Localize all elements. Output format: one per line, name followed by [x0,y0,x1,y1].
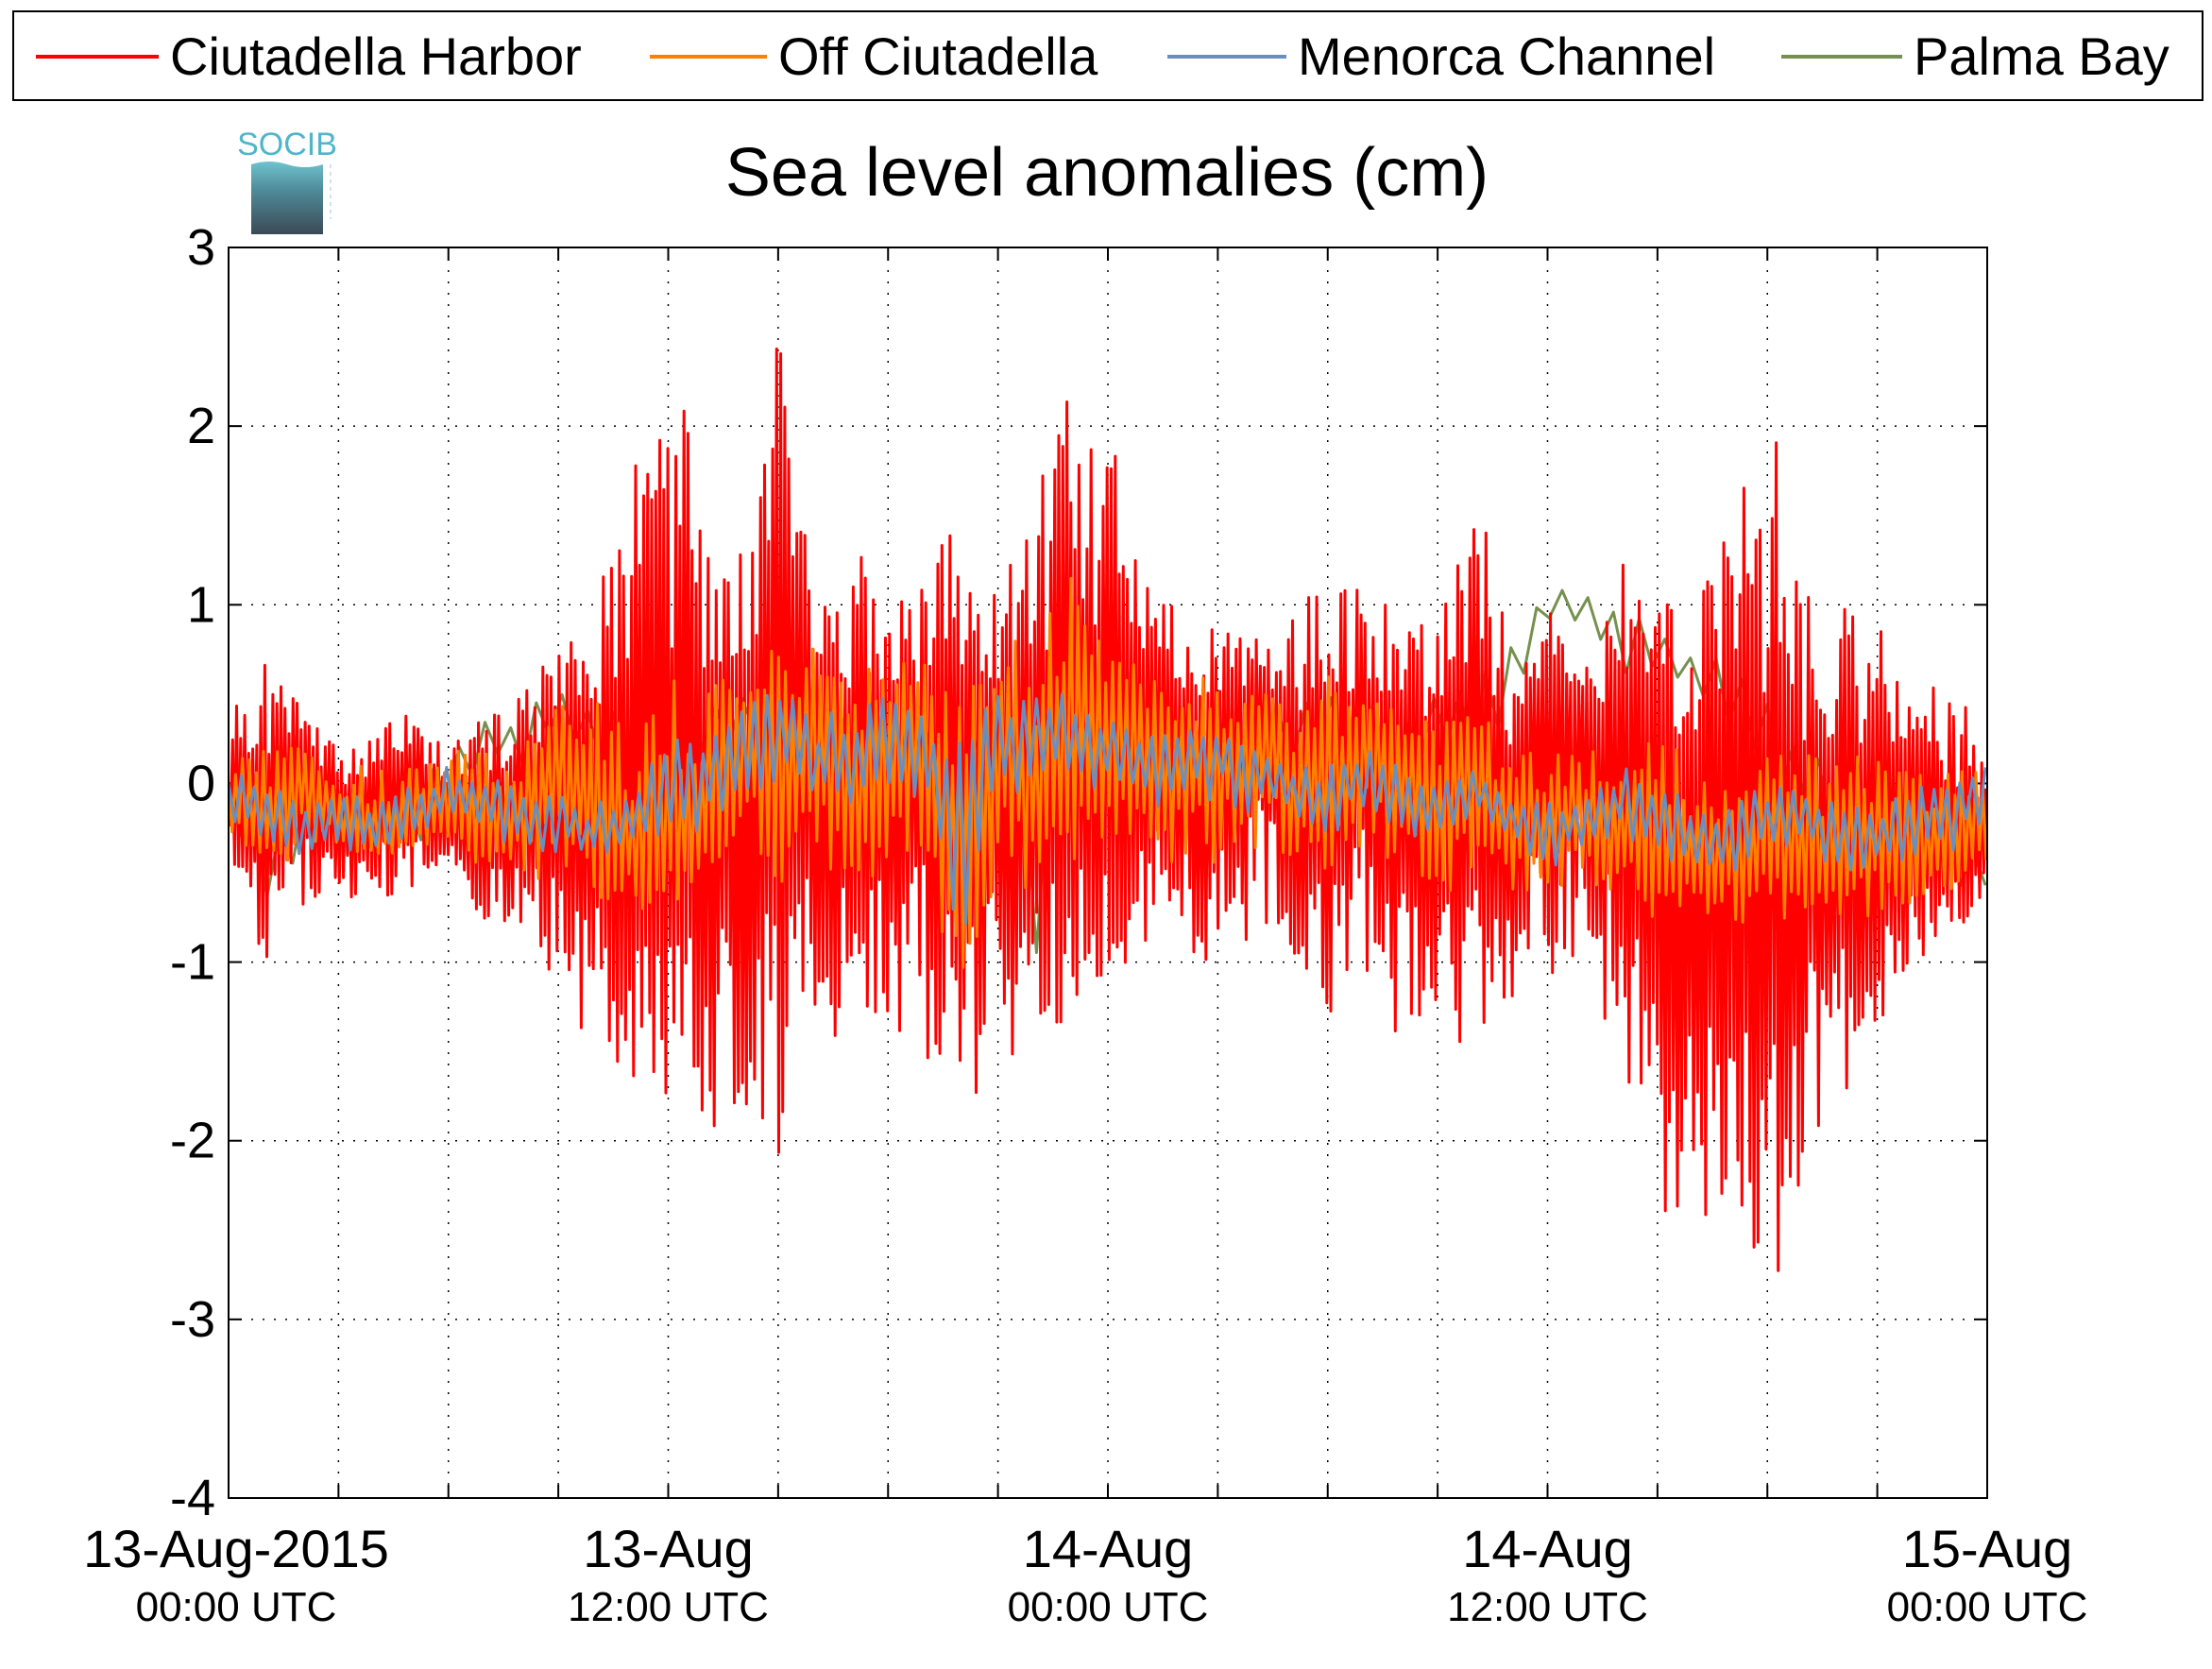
x-tick-label-date: 14-Aug [1462,1519,1633,1578]
x-tick-label-time: 00:00 UTC [1887,1584,2088,1630]
y-tick-label: 0 [187,755,215,811]
legend-item-menorca-channel: Menorca Channel [1167,26,1715,86]
x-tick-label-date: 14-Aug [1023,1519,1194,1578]
y-tick-label: -3 [170,1291,215,1348]
legend-label-off-ciutadella: Off Ciutadella [778,26,1098,86]
x-tick-label-time: 00:00 UTC [136,1584,337,1630]
socib-logo-text: SOCIB [237,127,337,162]
legend-item-ciutadella-harbor: Ciutadella Harbor [36,26,582,86]
x-tick-label-time: 12:00 UTC [1447,1584,1648,1630]
legend-item-off-ciutadella: Off Ciutadella [650,26,1098,86]
series-line-off-ciutadella [229,576,1987,969]
y-tick-label: 2 [187,398,215,454]
plot-frame [228,247,1988,1499]
y-tick-label: -4 [170,1470,215,1526]
y-tick-label: 3 [187,219,215,276]
x-tick-label-time: 12:00 UTC [568,1584,769,1630]
y-tick-label: 1 [187,576,215,633]
x-tick-label-time: 00:00 UTC [1008,1584,1209,1630]
y-axis-labels: 3 2 1 0 -1 -2 -3 -4 [170,219,215,1526]
socib-logo-wave [251,162,323,234]
legend-label-palma-bay: Palma Bay [1914,26,2169,86]
y-tick-label: -2 [170,1113,215,1169]
legend-label-menorca-channel: Menorca Channel [1298,26,1715,86]
x-axis-labels: 13-Aug-2015 00:00 UTC 13-Aug 12:00 UTC 14-Au… [83,1519,2087,1630]
legend: Ciutadella Harbor Off Ciutadella Menorca… [12,10,2203,101]
socib-logo: SOCIB [237,127,337,234]
legend-item-palma-bay: Palma Bay [1781,26,2169,86]
y-tick-label: -1 [170,934,215,991]
x-tick-label-date: 13-Aug-2015 [83,1519,389,1578]
chart-title: Sea level anomalies (cm) [725,135,1489,211]
x-tick-label-date: 13-Aug [583,1519,754,1578]
x-tick-label-date: 15-Aug [1902,1519,2073,1578]
legend-label-ciutadella-harbor: Ciutadella Harbor [170,26,582,86]
series-line-ciutadella-harbor [229,347,1987,1272]
series-line-menorca-channel [229,692,1987,926]
series-layer [229,347,1987,1272]
